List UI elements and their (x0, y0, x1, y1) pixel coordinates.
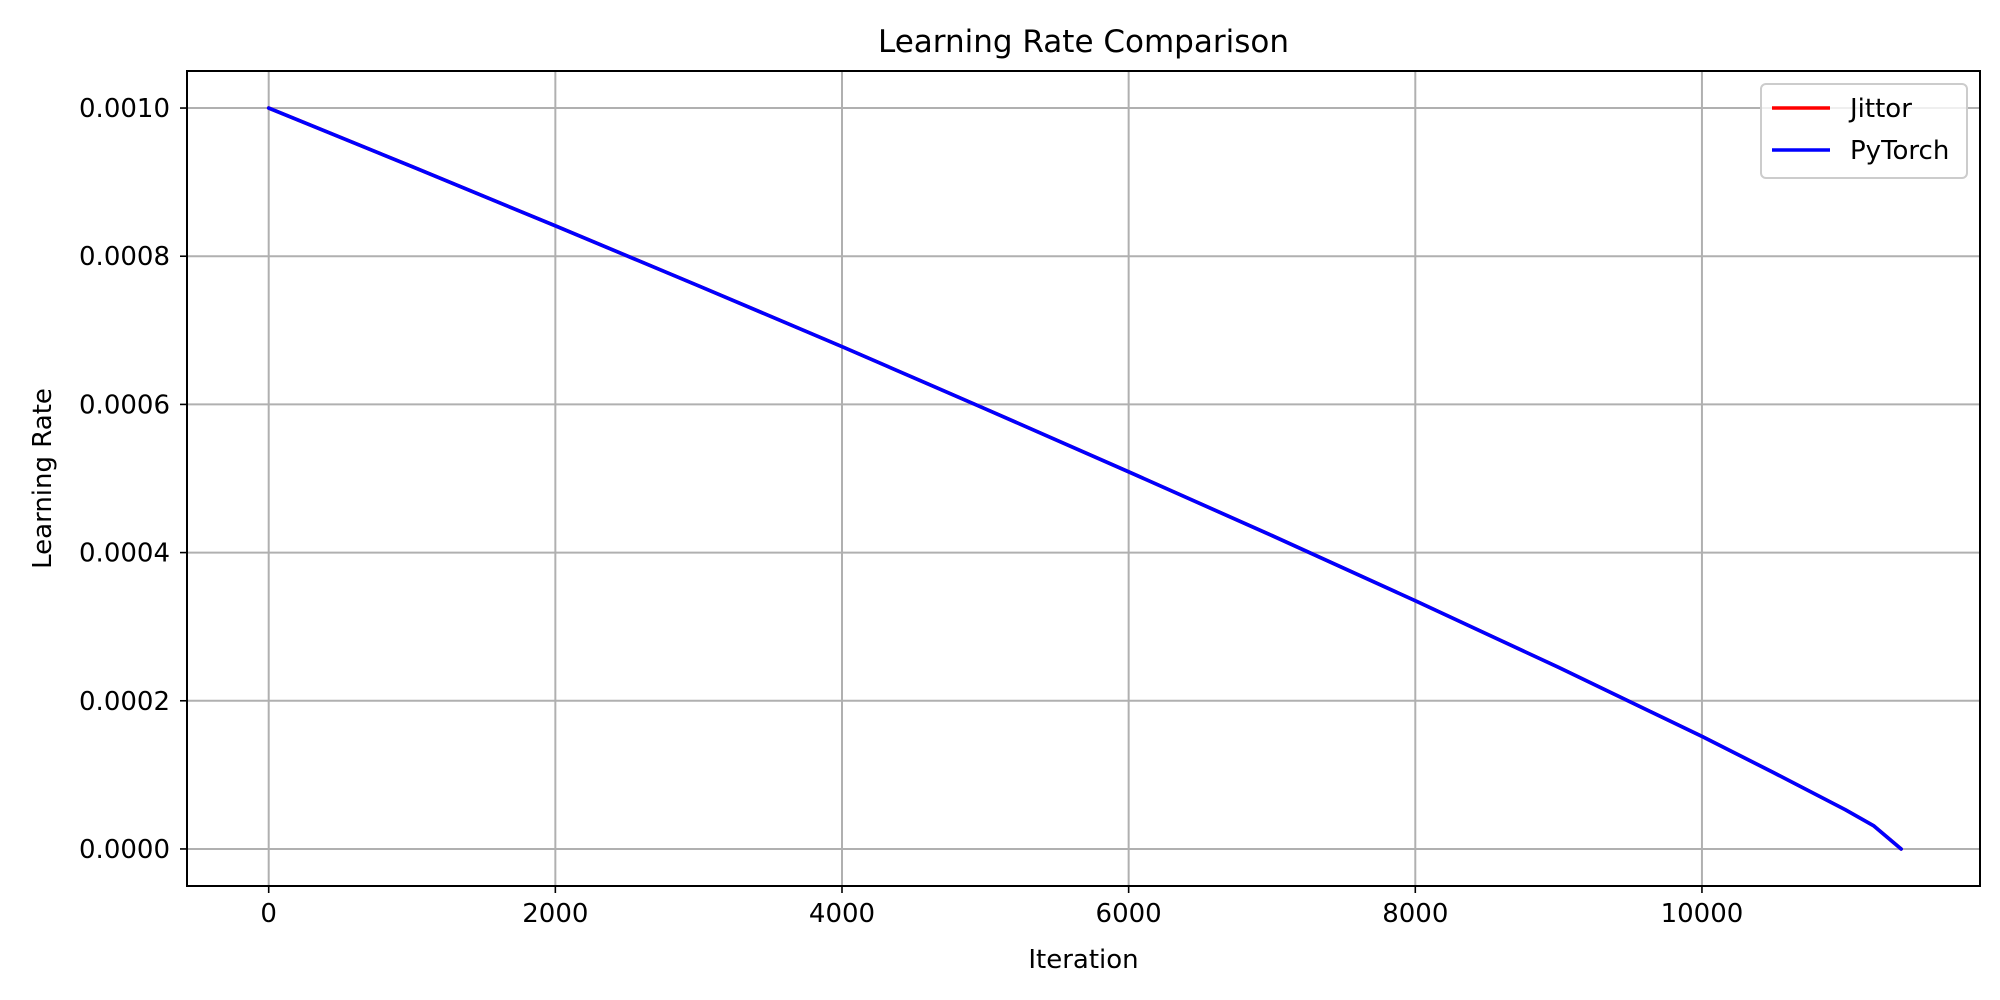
x-axis-label: Iteration (1028, 945, 1138, 975)
y-tick-label: 0.0006 (79, 390, 170, 420)
grid-layer (187, 71, 1980, 886)
x-tick-label: 0 (260, 899, 277, 929)
y-tick-label: 0.0010 (79, 94, 170, 124)
plot-frame (186, 70, 1981, 887)
series-layer (266, 106, 1903, 851)
tick-layer: 0 2000 4000 6000 8000 10000 0.0000 0.0002 0.0004… (79, 94, 1743, 929)
y-tick-label: 0.0000 (79, 835, 170, 865)
x-tick-label: 6000 (1096, 899, 1162, 929)
legend: Jittor PyTorch (1760, 83, 1968, 179)
chart-title: Learning Rate Comparison (878, 24, 1289, 60)
y-tick-label: 0.0008 (79, 242, 170, 272)
legend-label-jittor: Jittor (1848, 94, 1912, 124)
x-tick-label: 4000 (809, 899, 875, 929)
y-tick-label: 0.0002 (79, 687, 170, 717)
legend-label-pytorch: PyTorch (1850, 136, 1949, 166)
series-line-pytorch (266, 106, 1903, 851)
x-tick-label: 8000 (1382, 899, 1448, 929)
x-tick-label: 10000 (1661, 899, 1744, 929)
x-tick-label: 2000 (522, 899, 588, 929)
y-axis-label: Learning Rate (28, 388, 58, 569)
y-tick-label: 0.0004 (79, 539, 170, 569)
